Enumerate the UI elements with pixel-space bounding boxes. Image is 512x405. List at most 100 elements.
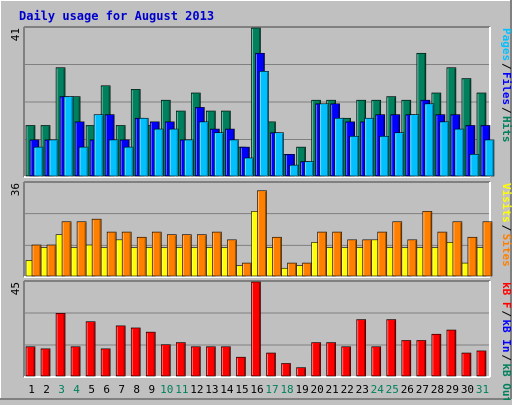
chart-panels: 41 Pages / Files / Hits 36 Visits / Sites 45 kB F / k… [9, 26, 512, 403]
bar [160, 344, 171, 377]
bar [437, 231, 448, 277]
bar [482, 221, 493, 277]
series-sites [31, 190, 493, 277]
bar [461, 352, 472, 377]
bar [424, 103, 435, 177]
bar [197, 234, 207, 277]
bar [136, 236, 147, 277]
bar [272, 236, 282, 277]
bar [199, 121, 209, 177]
day-label: 29 [446, 383, 459, 396]
legend-separator: / [500, 225, 512, 232]
y-max-label: 36 [9, 183, 22, 196]
bar [304, 161, 314, 177]
chart-title: Daily usage for August 2013 [19, 9, 214, 23]
bar [33, 146, 44, 177]
bar [70, 346, 81, 377]
day-label: 6 [103, 383, 110, 396]
bar [153, 128, 164, 177]
bar [151, 231, 162, 277]
day-label: 4 [73, 383, 80, 396]
bar [221, 346, 231, 377]
day-label: 22 [341, 383, 354, 396]
legend-label: kB Out [500, 363, 512, 400]
bar [431, 333, 442, 377]
day-label: 14 [220, 383, 234, 396]
bar [452, 221, 463, 277]
bar [377, 231, 388, 277]
bar [115, 325, 126, 377]
bar [422, 211, 433, 277]
legend-label: Pages [500, 28, 512, 61]
bar [212, 231, 222, 277]
bar [334, 117, 344, 177]
bar [446, 329, 457, 377]
y-max-label: 41 [9, 28, 22, 41]
bar [168, 128, 179, 177]
bar [274, 132, 284, 177]
day-label: 23 [356, 383, 369, 396]
panel-3: 45 kB F/kB In/kB Out [9, 280, 512, 403]
panel-2: 36 Visits / Sites [9, 181, 512, 278]
day-label: 16 [250, 383, 263, 396]
bar [364, 117, 375, 177]
bar [236, 356, 246, 377]
legend-label: Sites [500, 234, 512, 267]
series-pages [33, 71, 495, 177]
bar [392, 221, 403, 277]
day-label: 27 [416, 383, 429, 396]
day-label: 26 [401, 383, 414, 396]
bar [317, 231, 327, 277]
bar [206, 346, 216, 377]
bar [266, 352, 276, 377]
bar [407, 239, 418, 277]
legend-label: Hits [500, 116, 512, 143]
y-max-label: 45 [9, 282, 22, 295]
legend-label: Visits [500, 183, 512, 223]
day-label: 17 [265, 383, 278, 396]
bar [176, 342, 186, 377]
day-label: 31 [476, 383, 489, 396]
bar [46, 244, 57, 277]
bar [48, 139, 59, 177]
bar [91, 218, 102, 277]
bar [108, 139, 119, 177]
bar [78, 146, 89, 177]
legend-separator: / [500, 63, 512, 70]
day-label: 3 [58, 383, 65, 396]
bar [63, 96, 74, 177]
bar [319, 103, 329, 177]
day-label: 7 [118, 383, 125, 396]
bar [439, 121, 450, 177]
bar [259, 71, 269, 177]
bar [332, 231, 342, 277]
series-kb-f [25, 281, 487, 377]
bar [356, 319, 367, 377]
legend-label: kB In [500, 319, 512, 352]
bar [409, 114, 420, 177]
legend-label: Files [500, 72, 512, 105]
bar [454, 128, 465, 177]
day-label: 10 [160, 383, 173, 396]
bar [40, 348, 51, 377]
day-label: 9 [148, 383, 155, 396]
legend-label: kB F [500, 282, 512, 309]
bar [289, 164, 299, 177]
bar [326, 342, 336, 377]
day-label: 28 [431, 383, 444, 396]
bar [467, 236, 478, 277]
bar [349, 135, 359, 177]
bar [257, 190, 267, 277]
day-label: 20 [311, 383, 324, 396]
bar [184, 139, 194, 177]
bar [379, 135, 390, 177]
day-label: 30 [461, 383, 474, 396]
bar [145, 331, 156, 377]
bar [484, 139, 495, 177]
bar [287, 262, 297, 277]
legend-separator: / [500, 107, 512, 114]
bar [251, 281, 261, 377]
bar [229, 139, 239, 177]
